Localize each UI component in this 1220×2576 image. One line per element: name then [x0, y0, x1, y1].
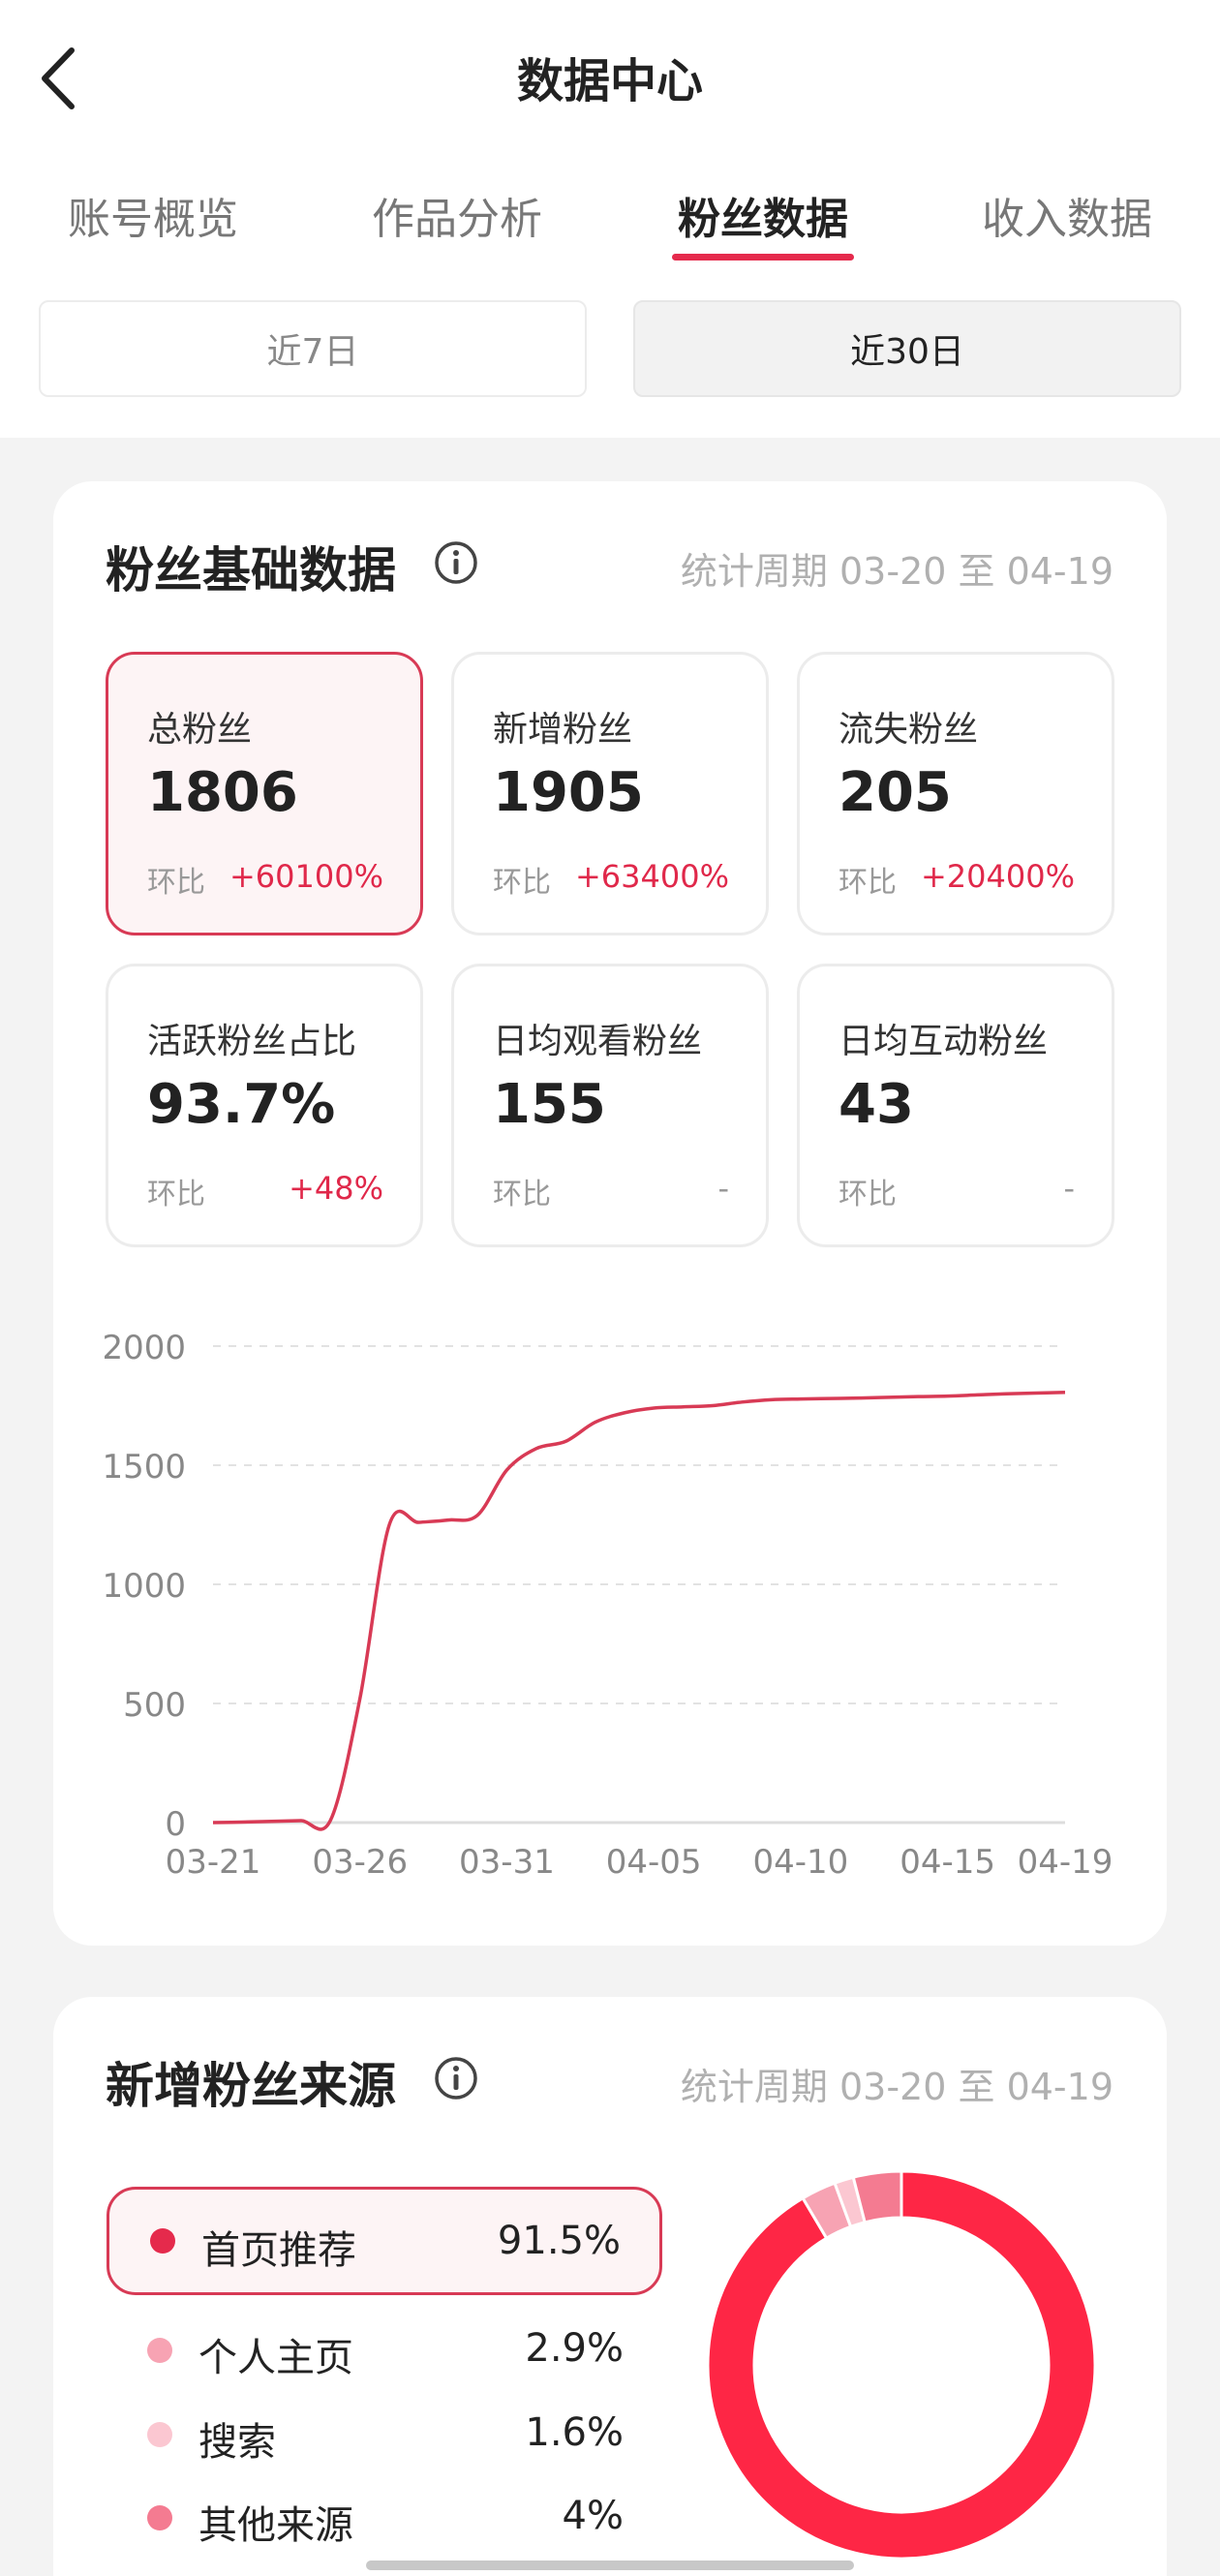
y-tick-label: 0: [165, 1805, 186, 1844]
metric-lost-fans[interactable]: 流失粉丝 205 环比 +20400%: [797, 652, 1114, 935]
source-item-profile[interactable]: 个人主页 2.9%: [107, 2297, 662, 2406]
metric-value: 1905: [493, 761, 644, 824]
source-item-other[interactable]: 其他来源 4%: [107, 2465, 662, 2573]
y-tick-label: 1500: [102, 1448, 186, 1487]
new-fans-source-card: 新增粉丝来源 统计周期 03-20 至 04-19 首页推荐 91.5% 个人主…: [53, 1997, 1167, 2576]
legend-dot: [150, 2228, 175, 2254]
y-tick-label: 1000: [102, 1567, 186, 1606]
ratio-value: +63400%: [574, 858, 729, 895]
source-value: 2.9%: [525, 2326, 624, 2371]
series-line: [212, 1390, 1066, 1831]
source-label: 搜索: [198, 2420, 276, 2465]
x-tick-label: 03-31: [459, 1843, 555, 1882]
range-30-days-button[interactable]: 近30日: [633, 300, 1181, 397]
donut-slice: [851, 2169, 903, 2224]
x-tick-label: 04-05: [606, 1843, 702, 1882]
x-tick-label: 04-19: [1018, 1843, 1113, 1882]
card-title: 新增粉丝来源: [106, 2058, 396, 2114]
source-label: 其他来源: [198, 2503, 353, 2548]
tab-account-overview[interactable]: 账号概览: [68, 195, 238, 244]
x-tick-label: 03-21: [166, 1843, 261, 1882]
stat-period: 统计周期 03-20 至 04-19: [680, 2066, 1113, 2108]
back-button[interactable]: [39, 35, 116, 122]
ratio-value: +20400%: [920, 858, 1075, 895]
metric-active-fans-ratio[interactable]: 活跃粉丝占比 93.7% 环比 +48%: [106, 964, 423, 1247]
source-label: 首页推荐: [201, 2228, 356, 2273]
tab-income-data[interactable]: 收入数据: [982, 195, 1152, 244]
donut-slice: [706, 2169, 1097, 2561]
source-item-search[interactable]: 搜索 1.6%: [107, 2381, 662, 2490]
top-header-area: 数据中心 账号概览 作品分析 粉丝数据 收入数据 近7日 近30日: [0, 0, 1220, 438]
ratio-label: 环比: [839, 866, 897, 900]
source-label: 个人主页: [198, 2336, 353, 2380]
x-tick-label: 04-10: [752, 1843, 848, 1882]
source-item-home-recommend[interactable]: 首页推荐 91.5%: [107, 2187, 662, 2295]
ratio-label: 环比: [147, 866, 205, 900]
metric-value: 93.7%: [147, 1073, 336, 1136]
ratio-value: +48%: [289, 1170, 383, 1207]
ratio-label: 环比: [493, 866, 551, 900]
metric-value: 43: [839, 1073, 914, 1136]
ratio-value: -: [1063, 1170, 1075, 1207]
metric-label: 日均观看粉丝: [493, 1022, 703, 1061]
home-indicator: [366, 2561, 854, 2570]
y-tick-label: 2000: [102, 1329, 186, 1367]
stat-period: 统计周期 03-20 至 04-19: [680, 550, 1113, 593]
chevron-left-icon: [42, 47, 75, 109]
legend-dot: [147, 2505, 172, 2530]
metric-label: 新增粉丝: [493, 710, 633, 750]
legend-dot: [147, 2422, 172, 2447]
info-icon[interactable]: [433, 2055, 479, 2101]
source-value: 1.6%: [525, 2410, 624, 2455]
ratio-label: 环比: [839, 1178, 897, 1211]
info-icon[interactable]: [433, 539, 479, 586]
tab-fans-data[interactable]: 粉丝数据: [678, 195, 848, 244]
fans-basic-data-card: 粉丝基础数据 统计周期 03-20 至 04-19 总粉丝 1806 环比 +6…: [53, 481, 1167, 1946]
source-value: 4%: [562, 2494, 624, 2538]
metric-label: 流失粉丝: [839, 710, 979, 750]
x-tick-label: 04-15: [900, 1843, 995, 1882]
x-tick-label: 03-26: [312, 1843, 408, 1882]
ratio-label: 环比: [493, 1178, 551, 1211]
tab-work-analysis[interactable]: 作品分析: [372, 195, 542, 244]
fans-source-donut-chart[interactable]: [53, 1997, 1167, 2576]
metric-daily-viewing-fans[interactable]: 日均观看粉丝 155 环比 -: [451, 964, 769, 1247]
y-tick-label: 500: [123, 1686, 186, 1725]
ratio-label: 环比: [147, 1178, 205, 1211]
ratio-value: -: [717, 1170, 729, 1207]
metric-value: 155: [493, 1073, 606, 1136]
card-title: 粉丝基础数据: [106, 542, 396, 598]
legend-dot: [147, 2338, 172, 2363]
metric-label: 日均互动粉丝: [839, 1022, 1049, 1061]
page-title: 数据中心: [516, 54, 703, 108]
tab-bar: 账号概览 作品分析 粉丝数据 收入数据: [0, 184, 1220, 271]
metric-value: 205: [839, 761, 952, 824]
metric-new-fans[interactable]: 新增粉丝 1905 环比 +63400%: [451, 652, 769, 935]
metric-label: 总粉丝: [147, 710, 253, 750]
active-tab-indicator: [672, 254, 854, 261]
metric-total-fans[interactable]: 总粉丝 1806 环比 +60100%: [106, 652, 423, 935]
metric-label: 活跃粉丝占比: [147, 1022, 357, 1061]
metric-value: 1806: [147, 761, 298, 824]
range-7-days-button[interactable]: 近7日: [39, 300, 587, 397]
total-fans-line-chart[interactable]: 0 500 1000 1500 2000 03-21 03-26 03-31 04-05 04-1…: [53, 481, 1167, 1946]
ratio-value: +60100%: [229, 858, 383, 895]
metric-daily-interacting-fans[interactable]: 日均互动粉丝 43 环比 -: [797, 964, 1114, 1247]
source-value: 91.5%: [497, 2219, 621, 2263]
